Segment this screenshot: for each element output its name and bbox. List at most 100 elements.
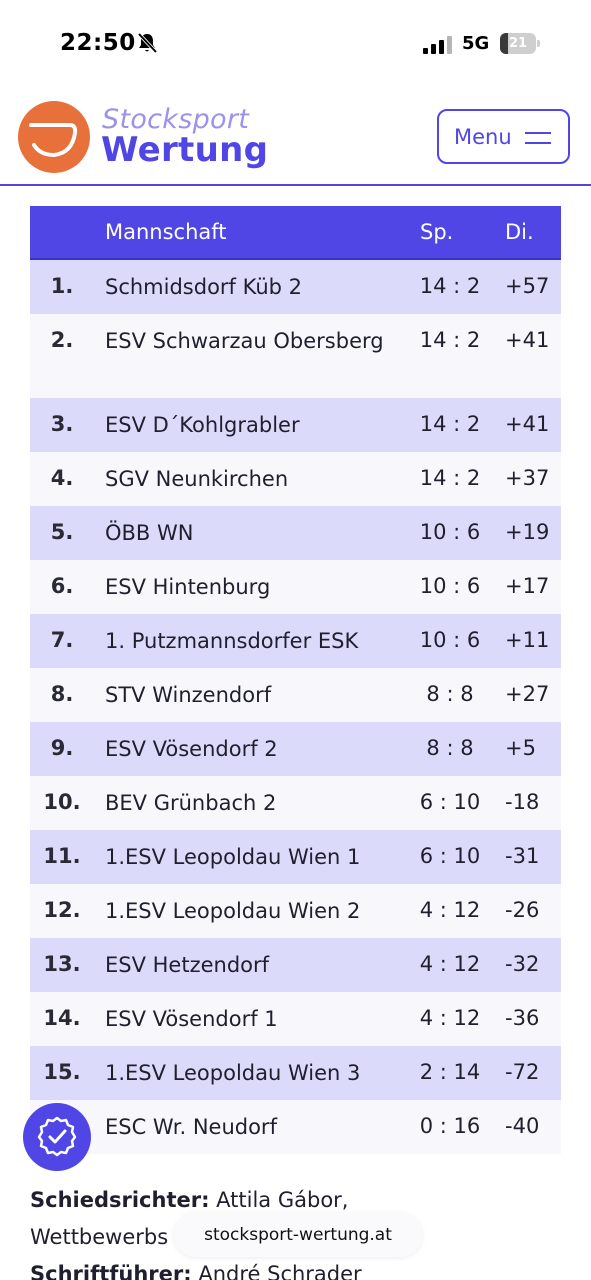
url-bar[interactable]: stocksport-wertung.at bbox=[174, 1213, 422, 1257]
bell-slash-icon bbox=[137, 32, 158, 54]
diff-cell: +5 bbox=[505, 736, 536, 760]
diff-cell: -36 bbox=[505, 1006, 540, 1030]
rank-cell: 10. bbox=[43, 790, 81, 814]
games-cell: 6 : 10 bbox=[419, 844, 481, 868]
games-cell: 0 : 16 bbox=[419, 1114, 481, 1138]
table-row[interactable]: 3. ESV D´Kohlgrabler 14 : 2 +41 bbox=[30, 398, 561, 452]
site-header: Stocksport Wertung Menu bbox=[0, 88, 591, 186]
table-header: Mannschaft Sp. Di. bbox=[30, 206, 561, 260]
standings-table: Mannschaft Sp. Di. 1. Schmidsdorf Küb 2 14… bbox=[30, 206, 561, 1154]
team-cell: ESV Hetzendorf bbox=[105, 953, 270, 977]
table-row[interactable]: 14. ESV Vösendorf 1 4 : 12 -36 bbox=[30, 992, 561, 1046]
table-row[interactable]: 1. Schmidsdorf Küb 2 14 : 2 +57 bbox=[30, 260, 561, 314]
battery-percent: 21 bbox=[508, 36, 528, 51]
games-cell: 4 : 12 bbox=[419, 952, 481, 976]
team-cell: ESV Vösendorf 1 bbox=[105, 1007, 278, 1031]
recorder-value: André Schrader bbox=[198, 1262, 362, 1280]
games-cell: 14 : 2 bbox=[419, 412, 481, 436]
logo-text-wertung[interactable]: Wertung bbox=[101, 130, 269, 170]
stocksport-logo-icon[interactable] bbox=[18, 101, 90, 173]
header-games: Sp. bbox=[420, 220, 454, 244]
table-row[interactable]: ESC Wr. Neudorf 0 : 16 -40 bbox=[30, 1100, 561, 1154]
recorder-label: Schriftführer: bbox=[30, 1262, 192, 1280]
team-cell: ÖBB WN bbox=[105, 521, 194, 545]
team-cell: ESV Hintenburg bbox=[105, 575, 271, 599]
menu-button[interactable]: Menu bbox=[437, 109, 570, 164]
games-cell: 4 : 12 bbox=[419, 898, 481, 922]
referee-label: Schiedsrichter: bbox=[30, 1188, 210, 1212]
table-row[interactable]: 5. ÖBB WN 10 : 6 +19 bbox=[30, 506, 561, 560]
games-cell: 14 : 2 bbox=[419, 466, 481, 490]
battery-icon: 21 bbox=[500, 33, 540, 54]
competition-line: Wettbewerbs bbox=[30, 1219, 570, 1256]
rank-cell: 15. bbox=[43, 1060, 81, 1084]
diff-cell: +37 bbox=[505, 466, 550, 490]
team-cell: 1.ESV Leopoldau Wien 1 bbox=[105, 845, 361, 869]
team-cell: SGV Neunkirchen bbox=[105, 467, 289, 491]
games-cell: 2 : 14 bbox=[419, 1060, 481, 1084]
table-row[interactable]: 15. 1.ESV Leopoldau Wien 3 2 : 14 -72 bbox=[30, 1046, 561, 1100]
games-cell: 10 : 6 bbox=[419, 574, 481, 598]
table-row[interactable]: 12. 1.ESV Leopoldau Wien 2 4 : 12 -26 bbox=[30, 884, 561, 938]
diff-cell: +17 bbox=[505, 574, 550, 598]
diff-cell: +27 bbox=[505, 682, 550, 706]
rank-cell: 9. bbox=[50, 736, 74, 760]
logo-text-stocksport[interactable]: Stocksport bbox=[102, 104, 250, 135]
team-cell: 1. Putzmannsdorfer ESK bbox=[105, 629, 359, 653]
rank-cell: 6. bbox=[50, 574, 74, 598]
games-cell: 10 : 6 bbox=[419, 628, 481, 652]
diff-cell: +57 bbox=[505, 274, 550, 298]
hamburger-icon bbox=[525, 130, 551, 146]
table-row[interactable]: 6. ESV Hintenburg 10 : 6 +17 bbox=[30, 560, 561, 614]
rank-cell: 3. bbox=[50, 412, 74, 436]
games-cell: 14 : 2 bbox=[419, 328, 481, 352]
team-cell: 1.ESV Leopoldau Wien 2 bbox=[105, 899, 361, 923]
team-cell: 1.ESV Leopoldau Wien 3 bbox=[105, 1061, 361, 1085]
table-row[interactable]: 8. STV Winzendorf 8 : 8 +27 bbox=[30, 668, 561, 722]
games-cell: 14 : 2 bbox=[419, 274, 481, 298]
table-row[interactable]: 7. 1. Putzmannsdorfer ESK 10 : 6 +11 bbox=[30, 614, 561, 668]
diff-cell: -40 bbox=[505, 1114, 540, 1138]
team-cell: ESV Vösendorf 2 bbox=[105, 737, 278, 761]
team-cell: ESV Schwarzau Obersberg bbox=[105, 329, 384, 353]
games-cell: 10 : 6 bbox=[419, 520, 481, 544]
rank-cell: 14. bbox=[43, 1006, 81, 1030]
menu-label: Menu bbox=[454, 125, 512, 149]
rank-cell: 5. bbox=[50, 520, 74, 544]
accessibility-button[interactable] bbox=[23, 1103, 91, 1171]
badge-check-icon bbox=[37, 1116, 77, 1157]
diff-cell: +11 bbox=[505, 628, 550, 652]
team-cell: Schmidsdorf Küb 2 bbox=[105, 275, 303, 299]
rank-cell: 12. bbox=[43, 898, 81, 922]
diff-cell: -32 bbox=[505, 952, 540, 976]
diff-cell: +41 bbox=[505, 328, 550, 352]
rank-cell: 2. bbox=[50, 328, 74, 352]
referee-line: Schiedsrichter: Attila Gábor, bbox=[30, 1182, 570, 1219]
diff-cell: +19 bbox=[505, 520, 550, 544]
table-row[interactable]: 2. ESV Schwarzau Obersberg 14 : 2 +41 bbox=[30, 314, 561, 398]
diff-cell: -26 bbox=[505, 898, 540, 922]
table-row[interactable]: 10. BEV Grünbach 2 6 : 10 -18 bbox=[30, 776, 561, 830]
diff-cell: -72 bbox=[505, 1060, 540, 1084]
table-row[interactable]: 13. ESV Hetzendorf 4 : 12 -32 bbox=[30, 938, 561, 992]
signal-icon bbox=[423, 36, 452, 54]
competition-label: Wettbewerbs bbox=[30, 1225, 169, 1249]
status-time: 22:50 bbox=[60, 30, 136, 56]
table-row[interactable]: 11. 1.ESV Leopoldau Wien 1 6 : 10 -31 bbox=[30, 830, 561, 884]
rank-cell: 1. bbox=[50, 274, 74, 298]
team-cell: ESV D´Kohlgrabler bbox=[105, 413, 300, 437]
battery-level bbox=[500, 33, 508, 54]
rank-cell: 4. bbox=[50, 466, 74, 490]
diff-cell: +41 bbox=[505, 412, 550, 436]
rank-cell: 7. bbox=[50, 628, 74, 652]
games-cell: 4 : 12 bbox=[419, 1006, 481, 1030]
games-cell: 8 : 8 bbox=[426, 682, 474, 706]
table-row[interactable]: 9. ESV Vösendorf 2 8 : 8 +5 bbox=[30, 722, 561, 776]
table-row[interactable]: 4. SGV Neunkirchen 14 : 2 +37 bbox=[30, 452, 561, 506]
rank-cell: 11. bbox=[43, 844, 81, 868]
url-domain: stocksport-wertung.at bbox=[204, 1225, 392, 1245]
team-cell: ESC Wr. Neudorf bbox=[105, 1115, 277, 1139]
rank-cell: 13. bbox=[43, 952, 81, 976]
games-cell: 6 : 10 bbox=[419, 790, 481, 814]
diff-cell: -18 bbox=[505, 790, 540, 814]
